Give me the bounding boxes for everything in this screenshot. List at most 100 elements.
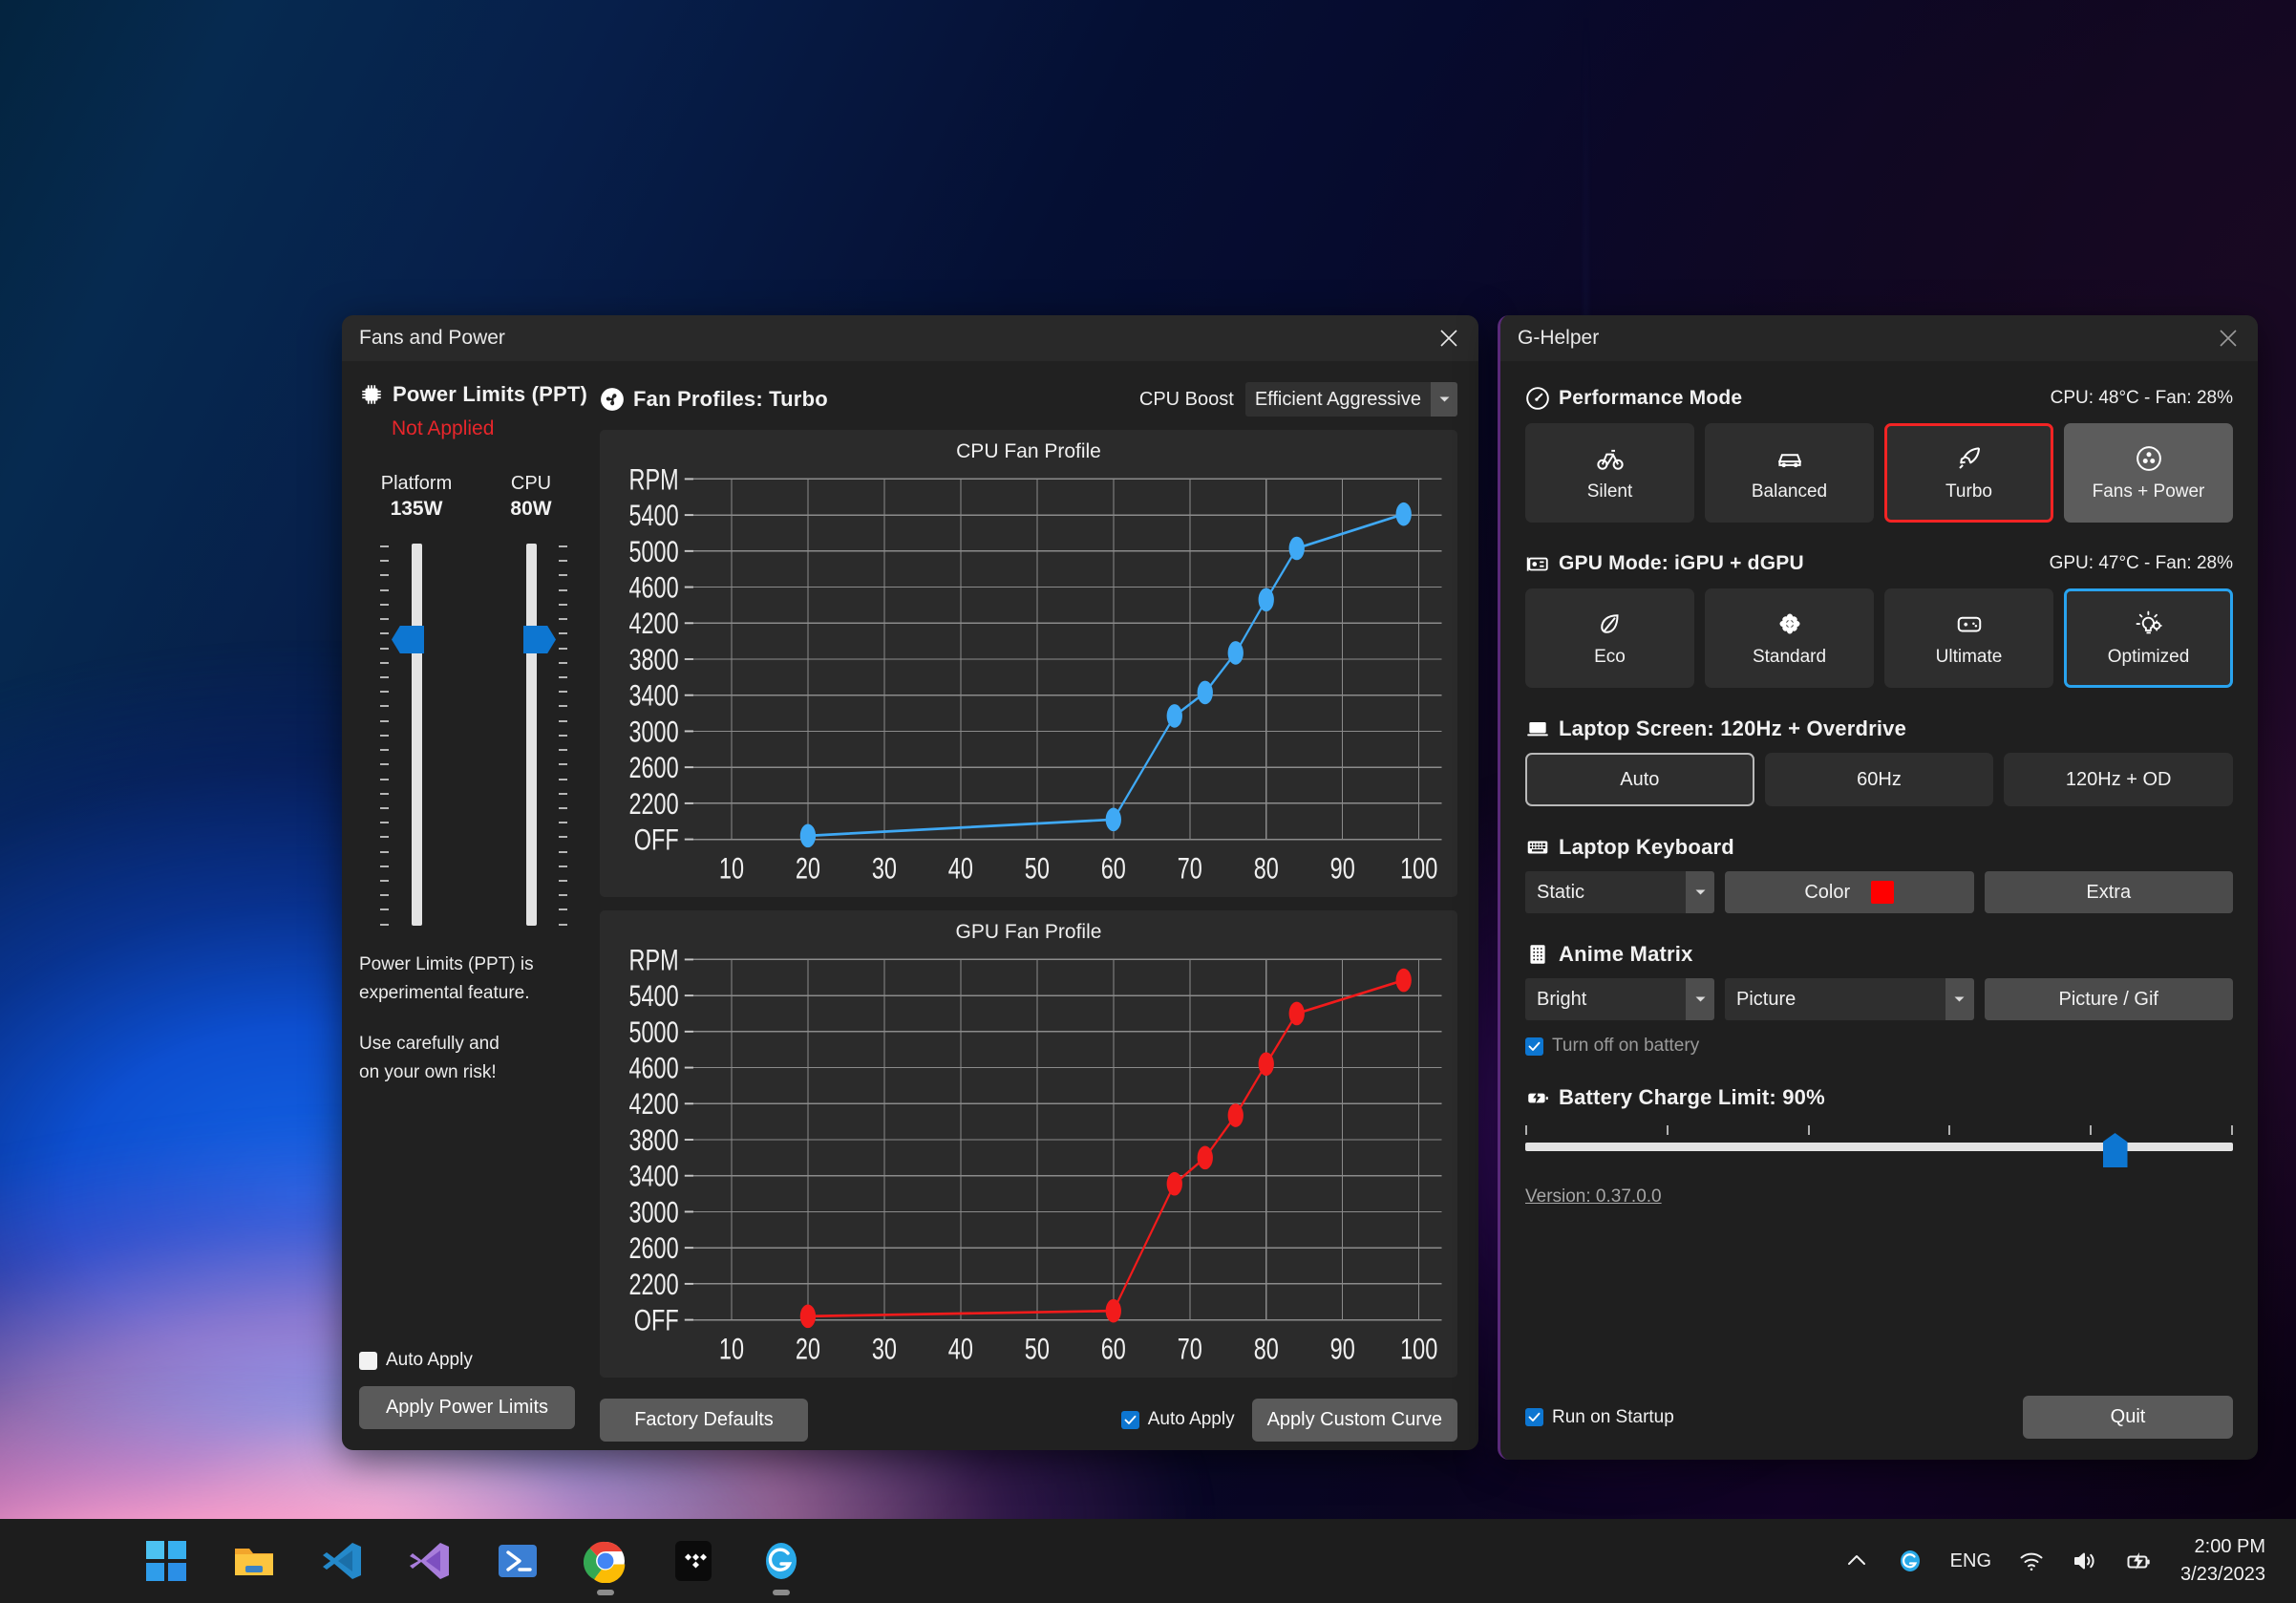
svg-text:4600: 4600 [628, 570, 678, 604]
apply-power-limits-button[interactable]: Apply Power Limits [359, 1386, 575, 1429]
fans-window-title: Fans and Power [359, 327, 505, 349]
cpu-slider-track[interactable] [525, 544, 537, 926]
ghelper-tray-icon[interactable] [1883, 1533, 1937, 1589]
anime-picture-gif-button[interactable]: Picture / Gif [1984, 978, 2233, 1020]
screen-button-auto[interactable]: Auto [1525, 753, 1754, 806]
mode-button-fans-power[interactable]: Fans + Power [2064, 423, 2233, 523]
version-link[interactable]: Version: 0.37.0.0 [1525, 1186, 1662, 1207]
gpu-mode-header: GPU Mode: iGPU + dGPU GPU: 47°C - Fan: 2… [1525, 551, 2233, 576]
svg-text:3800: 3800 [628, 643, 678, 676]
screen-refresh-buttons: Auto 60Hz 120Hz + OD [1525, 753, 2234, 806]
platform-slider[interactable] [359, 544, 474, 926]
language-indicator[interactable]: ENG [1949, 1550, 1992, 1571]
svg-text:3000: 3000 [628, 715, 678, 748]
gpu-label-ultimate: Ultimate [1935, 647, 2003, 667]
cpu-fan-chart-plot[interactable]: 10 20 30 40 50 60 70 80 90 100 OFF2200260030003400… [600, 463, 1457, 894]
quit-button[interactable]: Quit [2023, 1396, 2233, 1439]
file-explorer-icon[interactable] [231, 1538, 277, 1584]
chevron-down-icon[interactable] [1945, 978, 1974, 1020]
svg-text:RPM: RPM [629, 463, 679, 496]
gpu-button-eco[interactable]: Eco [1525, 588, 1694, 688]
gpu-mode-heading: GPU Mode: iGPU + dGPU [1525, 551, 1804, 576]
fans-window-body: Power Limits (PPT) Not Applied Platform … [342, 361, 1478, 1450]
performance-mode-title: Performance Mode [1559, 387, 1743, 409]
clock[interactable]: 2:00 PM 3/23/2023 [2165, 1533, 2275, 1589]
cpu-boost-dropdown[interactable]: Efficient Aggressive [1244, 382, 1457, 417]
ghelper-titlebar[interactable]: G-Helper [1500, 315, 2258, 361]
apply-custom-curve-button[interactable]: Apply Custom Curve [1251, 1398, 1457, 1442]
screen-button-120hz-od[interactable]: 120Hz + OD [2004, 753, 2234, 806]
anime-brightness-dropdown[interactable]: Bright [1525, 978, 1714, 1020]
gpu-fan-chart-plot[interactable]: 10 20 30 40 50 60 70 80 90 100 OFF2200260030003400… [600, 944, 1457, 1375]
close-icon[interactable] [2199, 315, 2258, 361]
ghelper-footer: Run on Startup Quit [1525, 1396, 2233, 1439]
mode-button-turbo[interactable]: Turbo [1884, 423, 2053, 523]
mode-label-turbo: Turbo [1945, 481, 1992, 502]
tidal-icon[interactable] [670, 1538, 716, 1584]
platform-slider-thumb[interactable] [392, 626, 424, 653]
volume-icon[interactable] [2058, 1533, 2112, 1589]
gpu-button-optimized[interactable]: Optimized [2064, 588, 2233, 688]
gpu-mode-buttons: Eco Standard Ultimate Optimized [1525, 588, 2233, 688]
taskbar-apps [143, 1538, 804, 1595]
close-icon[interactable] [1419, 315, 1478, 361]
power-limit-sliders [359, 544, 592, 926]
keyboard-color-button[interactable]: Color [1725, 871, 1974, 913]
battery-slider-rail[interactable] [1525, 1143, 2233, 1151]
curve-auto-apply-row[interactable]: Auto Apply [1120, 1409, 1235, 1430]
svg-text:OFF: OFF [634, 823, 679, 856]
keyboard-color-swatch[interactable] [1871, 881, 1895, 904]
anime-battery-toggle-row[interactable]: Turn off on battery [1525, 1036, 2233, 1057]
ppt-auto-apply-label: Auto Apply [386, 1350, 473, 1370]
anime-content-dropdown[interactable]: Picture [1725, 978, 1974, 1020]
chrome-icon[interactable] [583, 1538, 628, 1595]
chevron-up-icon[interactable] [1830, 1533, 1883, 1589]
svg-text:10: 10 [719, 851, 744, 885]
screen-button-60hz[interactable]: 60Hz [1764, 753, 1994, 806]
svg-text:50: 50 [1025, 1332, 1050, 1365]
keyboard-controls: Static Color Extra [1525, 871, 2233, 913]
platform-slider-track[interactable] [411, 544, 422, 926]
svg-text:20: 20 [796, 1332, 820, 1365]
run-on-startup-checkbox[interactable] [1525, 1408, 1543, 1426]
vs-code-icon[interactable] [319, 1538, 365, 1584]
ppt-auto-apply-row[interactable]: Auto Apply [359, 1350, 575, 1371]
ppt-note-line-1: Power Limits (PPT) is [359, 954, 534, 974]
chevron-down-icon[interactable] [1686, 978, 1714, 1020]
cpu-fan-chart[interactable]: CPU Fan Profile 10 20 30 40 50 60 70 80 90 100 OFF… [600, 430, 1457, 897]
run-on-startup-row[interactable]: Run on Startup [1525, 1407, 1674, 1428]
powershell-icon[interactable] [495, 1538, 541, 1584]
battery-charging-icon[interactable] [2112, 1533, 2165, 1589]
g-helper-icon[interactable] [758, 1538, 804, 1595]
cpu-slider-thumb[interactable] [523, 626, 556, 653]
svg-text:5400: 5400 [628, 979, 678, 1013]
cpu-slider[interactable] [474, 544, 588, 926]
wifi-icon[interactable] [2005, 1533, 2058, 1589]
running-indicator [773, 1590, 790, 1595]
battery-limit-title: Battery Charge Limit: 90% [1559, 1085, 1825, 1109]
mode-button-silent[interactable]: Silent [1525, 423, 1694, 523]
curve-auto-apply-checkbox[interactable] [1120, 1410, 1139, 1429]
gpu-button-standard[interactable]: Standard [1705, 588, 1874, 688]
cpu-chip-icon [359, 382, 384, 407]
svg-text:5400: 5400 [628, 499, 678, 532]
battery-limit-slider[interactable] [1525, 1125, 2233, 1167]
chevron-down-icon[interactable] [1686, 871, 1714, 913]
fans-window-titlebar[interactable]: Fans and Power [342, 315, 1478, 361]
mode-button-balanced[interactable]: Balanced [1705, 423, 1874, 523]
keyboard-extra-button[interactable]: Extra [1984, 871, 2233, 913]
matrix-icon [1525, 942, 1550, 967]
factory-defaults-button[interactable]: Factory Defaults [600, 1398, 808, 1442]
anime-battery-toggle-checkbox[interactable] [1525, 1037, 1543, 1056]
chevron-down-icon[interactable] [1431, 382, 1457, 417]
keyboard-mode-dropdown[interactable]: Static [1525, 871, 1714, 913]
svg-text:2200: 2200 [628, 1267, 678, 1300]
gpu-button-ultimate[interactable]: Ultimate [1884, 588, 2053, 688]
start-button[interactable] [143, 1538, 189, 1584]
gpu-fan-chart[interactable]: GPU Fan Profile 10 20 30 40 50 60 70 80 90 100 OFF… [600, 910, 1457, 1378]
battery-slider-thumb[interactable] [2102, 1133, 2128, 1167]
ppt-auto-apply-checkbox[interactable] [359, 1351, 377, 1370]
ppt-note-line-4: on your own risk! [359, 1062, 497, 1083]
visual-studio-icon[interactable] [407, 1538, 453, 1584]
performance-mode-header: Performance Mode CPU: 48°C - Fan: 28% [1525, 386, 2233, 411]
